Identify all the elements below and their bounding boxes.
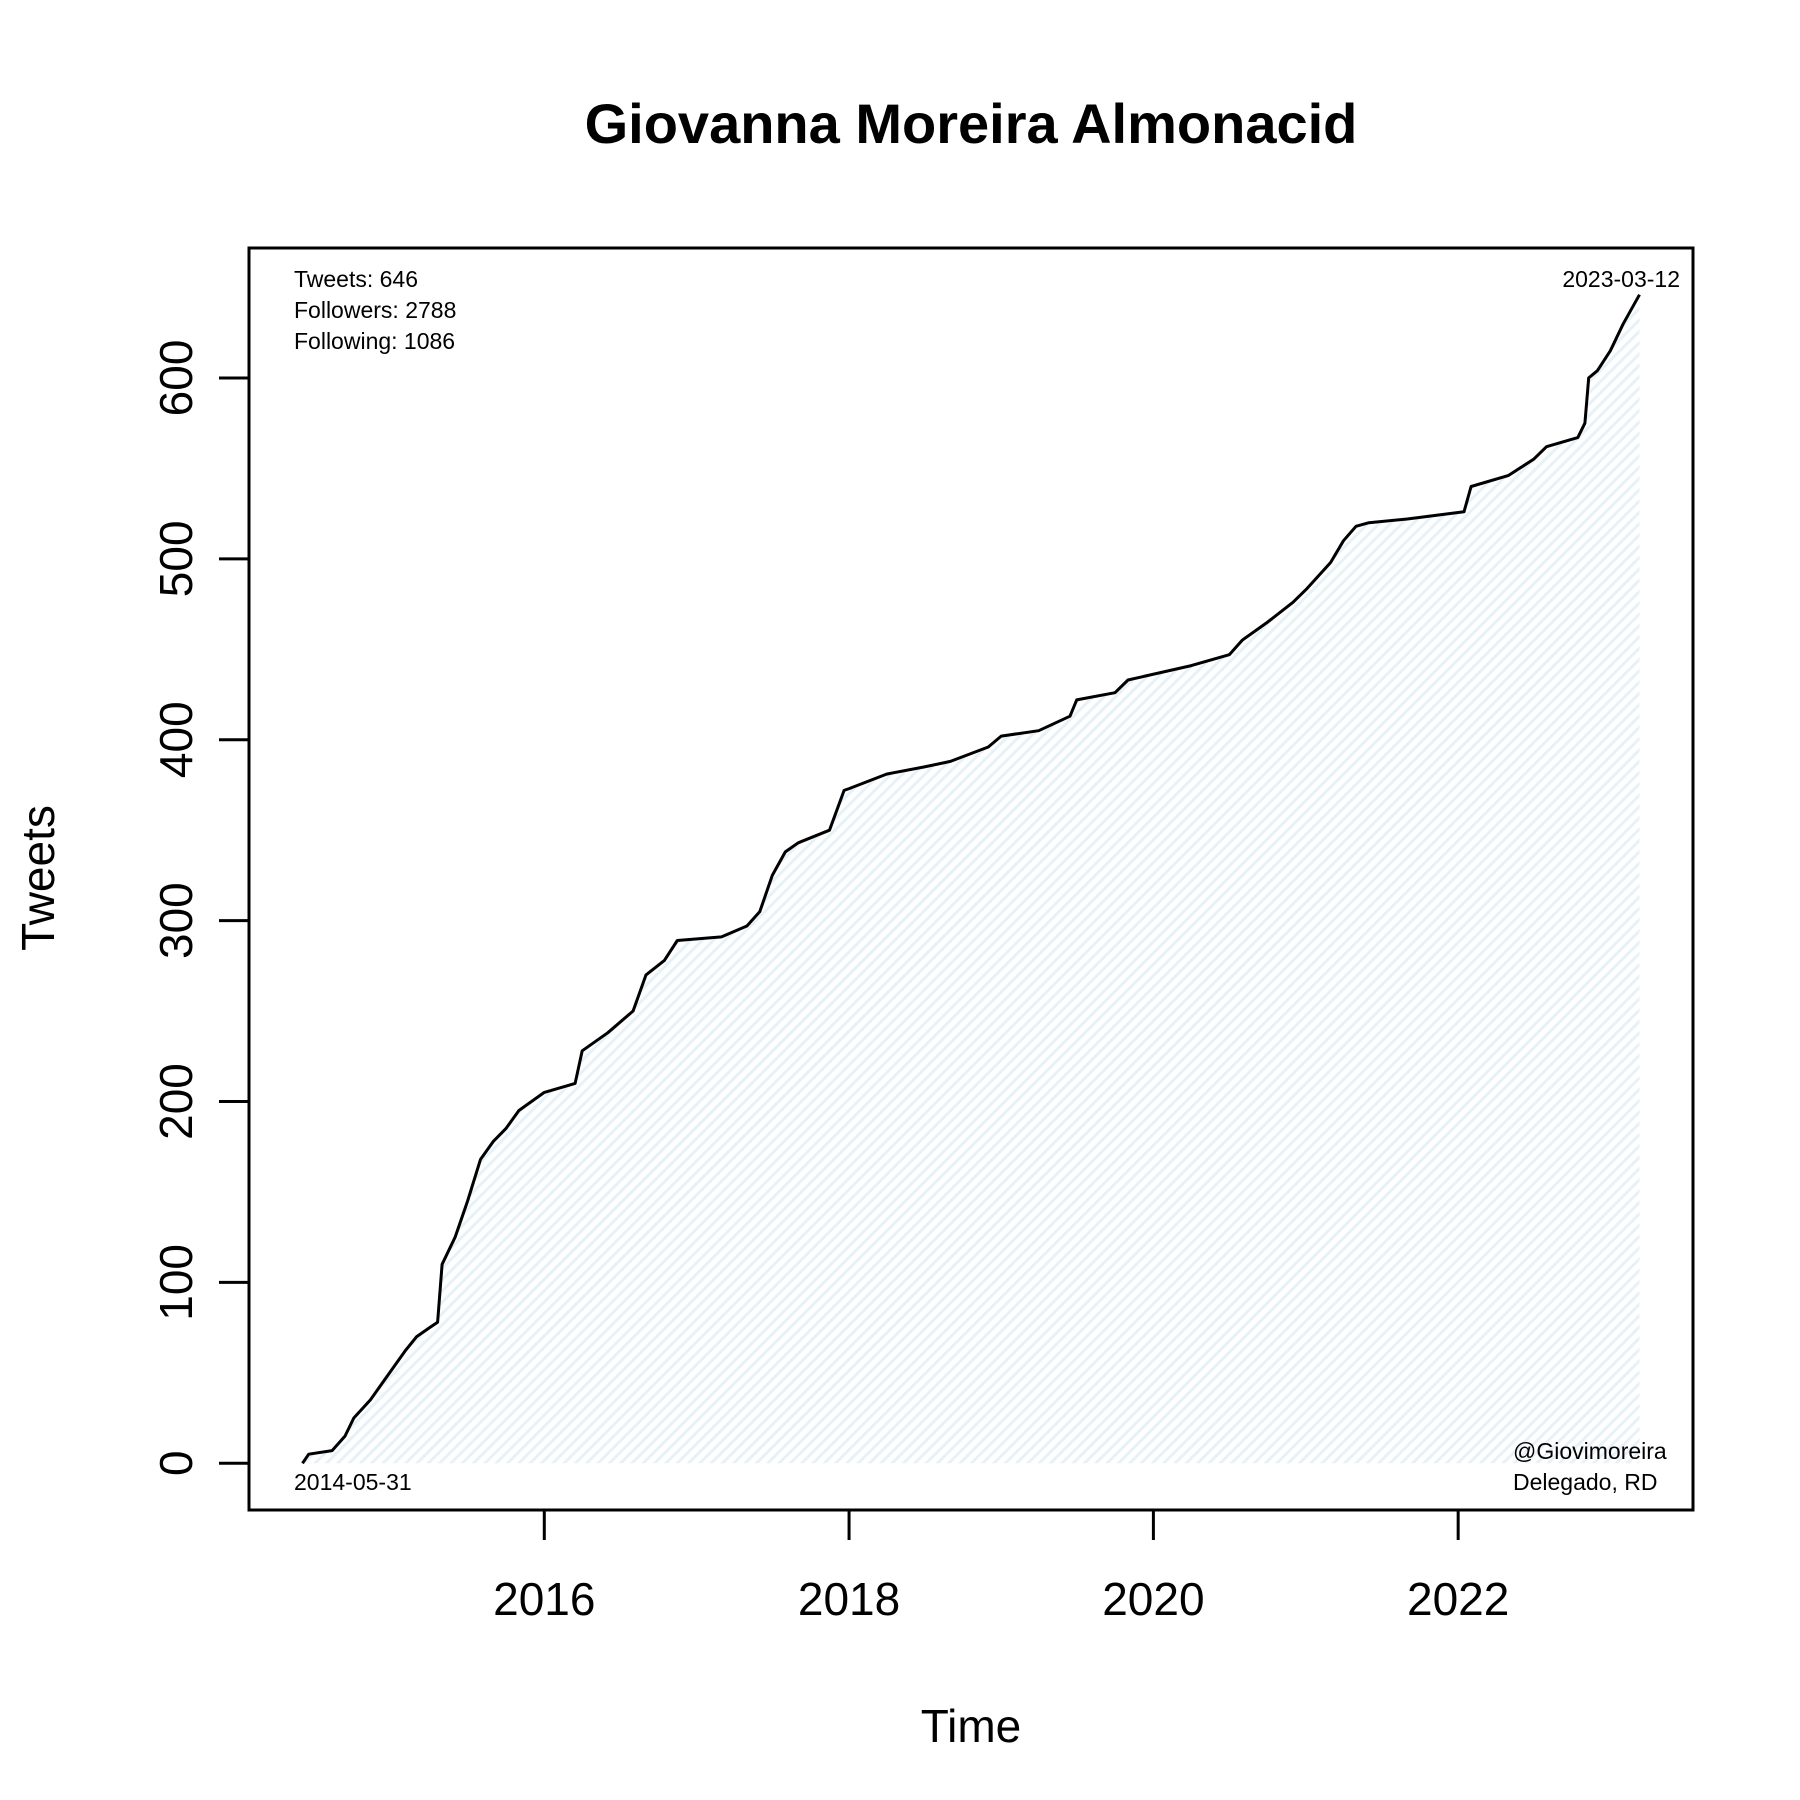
stat-following: Following: 1086: [294, 328, 455, 354]
chart-title: Giovanna Moreira Almonacid: [585, 92, 1358, 155]
series-line-layer: [301, 293, 1641, 1465]
stat-tweets: Tweets: 646: [294, 266, 418, 292]
x-tick-label: 2020: [1102, 1573, 1204, 1625]
location-label: Delegado, RD: [1513, 1469, 1657, 1495]
x-axis: 2016 2018 2020 2022: [493, 1510, 1509, 1625]
y-tick-label: 100: [150, 1244, 202, 1321]
x-tick-label: 2018: [798, 1573, 900, 1625]
y-tick-label: 300: [150, 882, 202, 959]
x-axis-label: Time: [921, 1700, 1022, 1752]
area-fill: [302, 294, 1640, 1464]
start-date-label: 2014-05-31: [294, 1469, 412, 1495]
y-axis: 0 100 200 300 400 500 600: [150, 340, 249, 1476]
y-tick-label: 500: [150, 520, 202, 597]
stat-followers: Followers: 2788: [294, 297, 456, 323]
x-tick-label: 2016: [493, 1573, 595, 1625]
y-tick-label: 0: [150, 1450, 202, 1476]
end-date-label: 2023-03-12: [1562, 266, 1680, 292]
handle-label: @Giovimoreira: [1513, 1438, 1667, 1464]
plot-frame: [247, 246, 1695, 1512]
y-tick-label: 200: [150, 1063, 202, 1140]
x-tick-label: 2022: [1407, 1573, 1509, 1625]
y-tick-label: 600: [150, 340, 202, 417]
series-line: [301, 293, 1641, 1465]
y-axis-label: Tweets: [12, 805, 64, 951]
y-tick-label: 400: [150, 701, 202, 778]
area-fill-layer: [302, 294, 1640, 1464]
